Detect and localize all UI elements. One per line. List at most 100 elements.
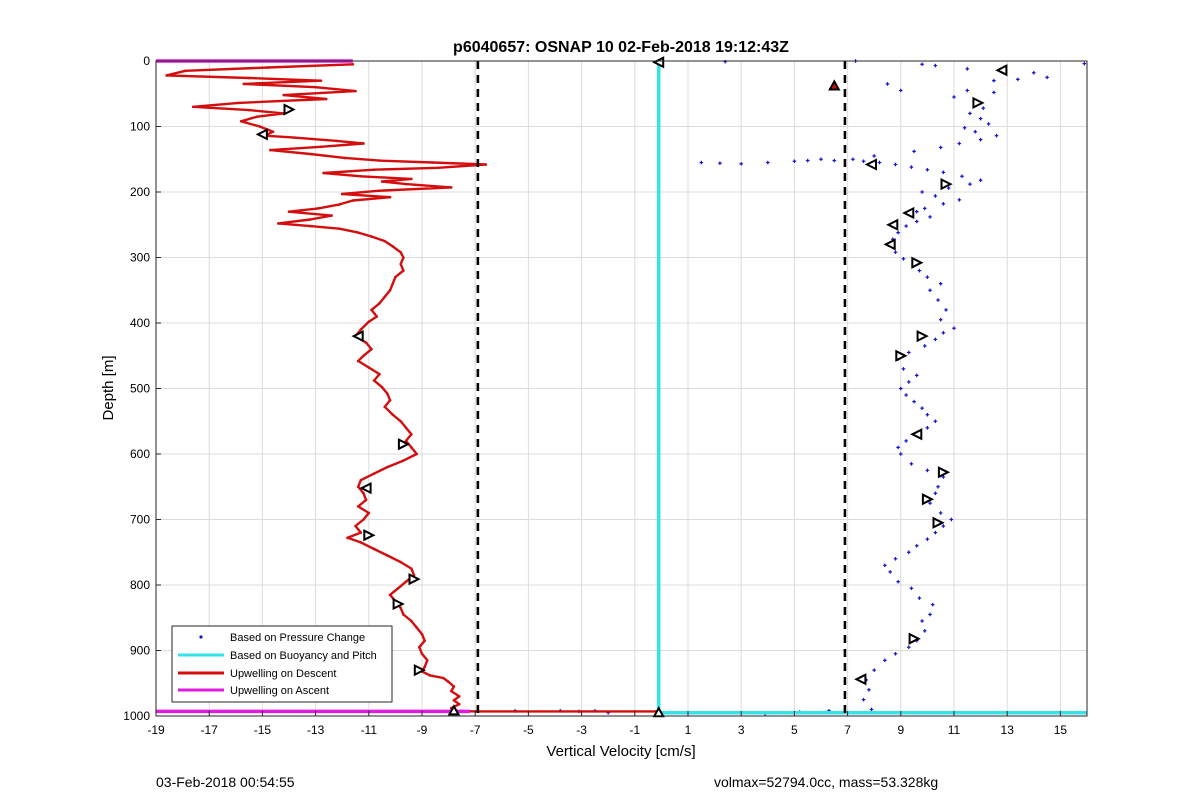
footer-volmax-mass: volmax=52794.0cc, mass=53.328kg	[714, 774, 939, 790]
data-point	[942, 475, 944, 479]
data-point	[889, 570, 891, 574]
data-point	[870, 707, 873, 712]
data-point	[862, 159, 865, 164]
data-point	[900, 88, 902, 93]
data-point	[607, 710, 609, 715]
data-point	[423, 639, 426, 642]
data-point	[913, 399, 915, 404]
data-point	[958, 198, 960, 202]
data-point	[894, 557, 897, 561]
data-point	[346, 536, 349, 540]
data-point	[993, 90, 995, 95]
data-point	[793, 159, 795, 164]
x-tick-label: 1	[685, 723, 692, 737]
data-point	[924, 206, 926, 211]
x-tick-label: -11	[361, 723, 378, 737]
data-point	[908, 380, 910, 384]
data-point	[386, 392, 389, 396]
data-point	[378, 159, 381, 162]
data-point	[916, 373, 918, 378]
data-point	[354, 89, 357, 93]
triangle-marker	[413, 663, 427, 677]
data-point	[916, 543, 918, 548]
data-point	[948, 186, 950, 190]
triangle-marker	[447, 704, 461, 716]
triangle-marker	[651, 56, 665, 69]
y-tick-label: 600	[130, 447, 150, 461]
legend-entry-descent: Upwelling on Descent	[178, 668, 336, 680]
data-point	[356, 485, 360, 489]
data-point	[833, 158, 835, 163]
data-point	[902, 257, 905, 261]
data-point	[916, 219, 918, 224]
triangle-marker	[911, 256, 924, 269]
data-point	[942, 331, 944, 335]
data-point	[378, 302, 381, 305]
data-point	[1033, 70, 1035, 75]
triangle-marker	[916, 329, 929, 343]
data-point	[420, 652, 424, 656]
data-point	[908, 645, 910, 650]
data-point	[740, 162, 742, 166]
data-point	[449, 689, 453, 693]
data-point	[391, 282, 395, 286]
data-point	[873, 668, 875, 672]
data-point	[916, 209, 918, 214]
data-point	[410, 446, 413, 449]
data-point	[308, 218, 312, 221]
data-point	[905, 224, 907, 228]
data-point	[921, 190, 923, 194]
data-point	[852, 157, 854, 162]
data-point	[282, 93, 285, 97]
data-point	[900, 452, 902, 456]
data-point	[247, 108, 251, 112]
data-point	[924, 344, 926, 348]
triangle-marker	[886, 218, 899, 231]
data-point	[165, 74, 168, 77]
triangle-marker	[940, 177, 953, 191]
legend-entry-ascent: Upwelling on Ascent	[178, 685, 329, 697]
data-point	[367, 366, 371, 369]
data-point	[356, 505, 360, 508]
data-point	[921, 62, 923, 67]
y-axis-label: Depth [m]	[100, 355, 117, 420]
data-point	[322, 171, 325, 175]
data-point	[415, 452, 418, 456]
y-tick-label: 1000	[123, 709, 150, 723]
data-point	[873, 154, 875, 158]
data-point	[410, 619, 413, 623]
data-point	[396, 586, 400, 590]
data-point	[359, 328, 363, 331]
data-point	[423, 665, 426, 669]
data-point	[937, 484, 939, 489]
data-point	[404, 439, 408, 443]
data-point	[950, 517, 952, 522]
data-point	[399, 560, 403, 564]
data-point	[924, 629, 926, 633]
data-point	[386, 554, 389, 557]
data-point	[926, 275, 928, 279]
data-point	[452, 685, 456, 688]
x-tick-label: -7	[470, 723, 481, 737]
data-point	[862, 697, 865, 702]
x-tick-label: -19	[147, 723, 165, 737]
triangle-marker	[397, 438, 411, 451]
data-point	[910, 462, 913, 466]
triangle-marker	[883, 238, 896, 251]
data-point	[372, 168, 376, 172]
data-point	[391, 245, 395, 248]
data-point	[426, 659, 429, 662]
data-point	[934, 337, 936, 342]
triangle-marker	[864, 158, 877, 171]
data-point	[372, 472, 376, 475]
data-point	[457, 695, 461, 698]
series-based-on-buoyancy-and-pitch	[656, 61, 1087, 715]
triangle-marker	[854, 673, 867, 686]
data-point	[878, 160, 881, 165]
data-point	[900, 386, 902, 391]
data-point	[828, 708, 830, 713]
data-point	[980, 116, 982, 121]
data-point	[966, 88, 968, 93]
data-point	[383, 405, 387, 409]
data-point	[354, 524, 357, 528]
